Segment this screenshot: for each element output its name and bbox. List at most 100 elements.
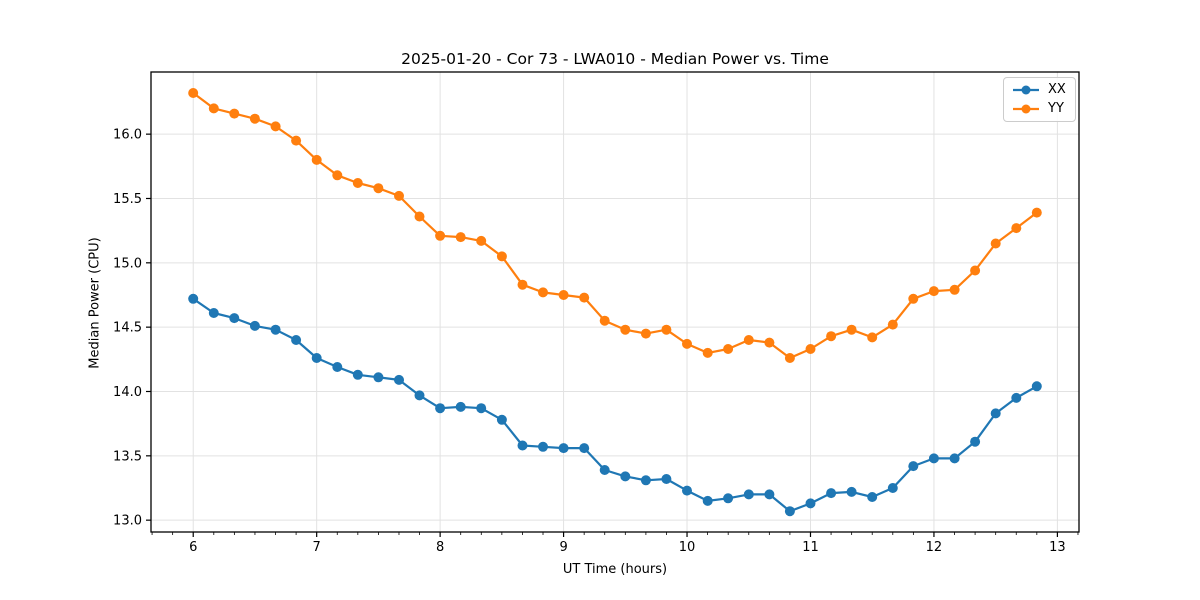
data-point-yy (229, 108, 240, 119)
data-point-xx (455, 401, 466, 412)
data-point-xx (743, 489, 754, 500)
data-point-xx (249, 320, 260, 331)
data-point-xx (661, 474, 672, 484)
data-point-yy (249, 113, 260, 124)
data-point-xx (682, 485, 692, 496)
data-point-yy (1031, 207, 1042, 218)
data-point-xx (599, 465, 610, 475)
x-tick-label: 8 (436, 540, 444, 555)
series-line-xx (192, 297, 1038, 513)
data-point-xx (970, 436, 981, 447)
data-point-xx (620, 471, 631, 482)
data-point-yy (826, 331, 837, 342)
data-point-xx (1011, 392, 1022, 403)
data-point-yy (620, 324, 631, 335)
data-point-xx (476, 403, 487, 414)
data-point-yy (476, 235, 487, 246)
data-point-yy (640, 328, 651, 339)
y-tick-label: 13.5 (113, 449, 142, 464)
x-tick-label: 7 (313, 540, 321, 555)
legend-line-sample-xx-icon (1013, 85, 1039, 95)
data-point-yy (682, 338, 692, 349)
data-point-yy (805, 344, 816, 354)
data-point-yy (270, 121, 281, 132)
data-point-yy (455, 232, 466, 243)
legend-label-yy: YY (1048, 101, 1064, 116)
data-point-xx (352, 369, 363, 380)
legend-item-yy: YY (1011, 102, 1066, 116)
data-point-xx (435, 403, 446, 414)
x-tick-label: 9 (559, 540, 567, 555)
x-tick-label: 13 (1049, 540, 1066, 555)
x-tick-label: 12 (926, 540, 943, 555)
data-point-xx (846, 486, 857, 497)
data-point-yy (414, 211, 425, 222)
data-point-xx (414, 390, 425, 401)
data-point-xx (949, 453, 960, 464)
data-point-yy (949, 284, 960, 295)
data-point-yy (558, 290, 569, 300)
data-point-yy (394, 190, 404, 201)
data-point-yy (908, 293, 919, 304)
data-point-xx (805, 498, 816, 509)
data-point-yy (435, 230, 446, 241)
data-point-xx (908, 461, 919, 472)
data-point-yy (373, 183, 384, 194)
data-point-xx (867, 492, 878, 502)
data-point-yy (579, 292, 590, 303)
chart-title: 2025-01-20 - Cor 73 - LWA010 - Median Po… (401, 50, 829, 68)
plot-spines (150, 71, 1080, 533)
data-point-yy (496, 251, 507, 262)
y-tick-label: 15.0 (113, 256, 142, 271)
data-point-xx (517, 440, 528, 451)
data-point-yy (1011, 223, 1022, 234)
data-point-yy (291, 135, 302, 146)
legend-item-xx: XX (1011, 83, 1066, 97)
data-point-xx (394, 374, 404, 385)
data-point-xx (928, 453, 939, 464)
x-tick-label: 10 (679, 540, 696, 555)
data-point-yy (332, 170, 343, 181)
data-point-xx (332, 362, 343, 372)
data-point-yy (723, 344, 734, 354)
data-point-xx (208, 308, 219, 318)
data-point-xx (538, 441, 548, 452)
data-point-yy (784, 353, 795, 363)
data-point-yy (352, 178, 363, 188)
data-point-xx (373, 372, 384, 383)
x-tick-label: 6 (189, 540, 197, 555)
data-point-xx (1031, 381, 1042, 392)
data-point-yy (867, 332, 878, 343)
data-point-xx (702, 495, 713, 506)
data-point-yy (928, 286, 939, 297)
data-point-yy (743, 335, 754, 345)
data-point-yy (599, 315, 610, 326)
data-point-xx (188, 293, 199, 304)
data-point-yy (188, 88, 199, 98)
y-tick-label: 14.0 (113, 385, 142, 400)
data-point-yy (311, 154, 322, 165)
data-point-xx (311, 353, 322, 363)
legend-label-xx: XX (1048, 82, 1066, 97)
data-point-xx (887, 483, 898, 493)
y-tick-label: 14.5 (113, 321, 142, 336)
data-point-xx (784, 506, 795, 517)
data-point-yy (990, 238, 1001, 249)
data-point-xx (229, 313, 240, 324)
data-point-yy (538, 287, 548, 298)
data-point-yy (887, 319, 898, 330)
data-point-xx (270, 324, 281, 335)
data-point-yy (764, 337, 775, 348)
data-point-xx (723, 493, 734, 504)
data-point-yy (846, 324, 857, 335)
data-point-xx (990, 408, 1001, 419)
data-point-xx (291, 335, 302, 345)
data-point-yy (702, 347, 713, 358)
y-tick-label: 16.0 (113, 128, 142, 143)
data-point-xx (640, 475, 651, 486)
y-tick-label: 15.5 (113, 192, 142, 207)
data-point-xx (764, 489, 775, 500)
x-axis-label: UT Time (hours) (562, 562, 668, 577)
